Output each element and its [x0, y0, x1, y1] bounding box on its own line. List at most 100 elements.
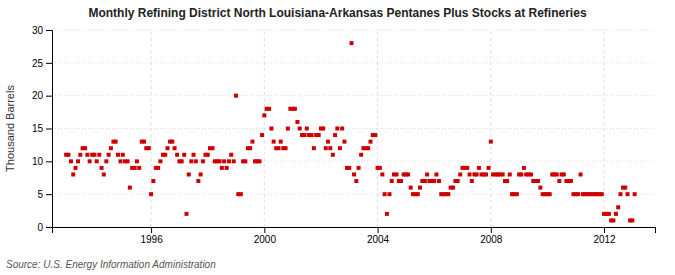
point [312, 146, 316, 150]
point [477, 166, 481, 170]
point [69, 159, 73, 163]
axis-line [46, 31, 53, 228]
point [340, 127, 344, 131]
point [331, 153, 335, 157]
tick: 20 [32, 90, 52, 101]
y-axis: 051015202530 [32, 25, 53, 233]
point [536, 179, 540, 183]
point [95, 159, 99, 163]
point [156, 166, 160, 170]
point [284, 146, 288, 150]
tick-label: 5 [37, 189, 43, 200]
point [243, 159, 247, 163]
point [100, 166, 104, 170]
tick-mark [46, 129, 52, 130]
point [326, 140, 330, 144]
point [83, 146, 87, 150]
tick-mark [46, 30, 52, 31]
point [390, 179, 394, 183]
point [119, 159, 123, 163]
point [260, 133, 264, 137]
tick-label: 2008 [480, 234, 503, 245]
tick-label: 0 [37, 222, 43, 233]
point [557, 179, 561, 183]
point [378, 166, 382, 170]
tick: 30 [32, 25, 52, 36]
tick-label: 2004 [367, 234, 390, 245]
point [262, 113, 266, 117]
point [229, 153, 233, 157]
tick-label: 2012 [593, 234, 616, 245]
point [437, 179, 441, 183]
point [187, 172, 191, 176]
point [269, 127, 273, 131]
point [616, 205, 620, 209]
point [505, 179, 509, 183]
point [569, 179, 573, 183]
chart: 19962000200420082012051015202530Monthly … [0, 0, 675, 275]
point [465, 166, 469, 170]
point [126, 159, 130, 163]
point [66, 153, 70, 157]
point [218, 159, 222, 163]
point [133, 166, 137, 170]
point [515, 192, 519, 196]
point [335, 127, 339, 131]
grid-line [264, 30, 265, 227]
point [135, 159, 139, 163]
point [107, 153, 111, 157]
tick-label: 2000 [254, 234, 277, 245]
tick-mark [604, 227, 605, 233]
point [373, 133, 377, 137]
point [71, 172, 75, 176]
point [484, 172, 488, 176]
point [522, 166, 526, 170]
point [234, 94, 238, 98]
point [128, 186, 132, 190]
point [385, 212, 389, 216]
point [317, 133, 321, 137]
title: Monthly Refining District North Louisian… [88, 6, 586, 20]
point [206, 153, 210, 157]
tick: 1996 [140, 227, 163, 245]
x-axis: 1996 2000 2004 2008 2012 [53, 227, 656, 245]
point [102, 172, 106, 176]
point [137, 166, 141, 170]
point [324, 146, 328, 150]
tick-mark [151, 227, 152, 233]
axis-line [53, 228, 656, 234]
point [201, 159, 205, 163]
point [158, 159, 162, 163]
point [227, 159, 231, 163]
point [163, 153, 167, 157]
point [458, 172, 462, 176]
point [354, 179, 358, 183]
point [279, 140, 283, 144]
point [293, 107, 297, 111]
tick: 2012 [593, 227, 616, 245]
point [357, 166, 361, 170]
grid-line [377, 30, 378, 227]
point [166, 146, 170, 150]
y-axis-title: Thousand Barrels [4, 85, 16, 172]
point [286, 127, 290, 131]
point [416, 192, 420, 196]
grid-line [52, 62, 655, 63]
grid [52, 30, 655, 227]
point [423, 179, 427, 183]
point [562, 172, 566, 176]
point [92, 153, 96, 157]
point [633, 192, 637, 196]
point [342, 140, 346, 144]
point [555, 172, 559, 176]
point [347, 166, 351, 170]
point [489, 140, 493, 144]
tick: 0 [37, 222, 52, 233]
point [225, 166, 229, 170]
point [350, 41, 354, 45]
tick: 2004 [367, 227, 390, 245]
point [267, 107, 271, 111]
tick-label: 15 [32, 123, 44, 134]
point [189, 159, 193, 163]
point [626, 192, 630, 196]
